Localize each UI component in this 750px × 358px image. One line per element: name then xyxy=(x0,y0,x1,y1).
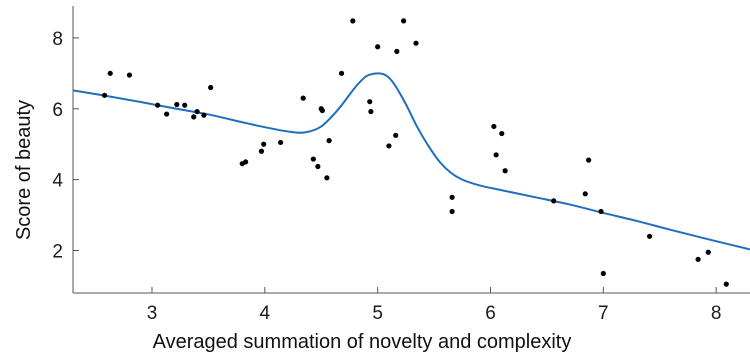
data-point xyxy=(491,123,497,130)
data-point xyxy=(401,18,407,24)
data-point xyxy=(201,112,207,118)
data-point xyxy=(493,152,499,158)
fit-curve-layer xyxy=(72,72,750,251)
data-point xyxy=(368,108,374,115)
data-point xyxy=(278,139,284,146)
x-tick-label: 8 xyxy=(711,303,722,324)
data-point xyxy=(174,101,180,108)
data-point xyxy=(598,208,604,215)
y-tick-label: 6 xyxy=(52,100,63,121)
x-tick-label: 3 xyxy=(147,303,158,324)
data-point xyxy=(499,130,505,137)
data-point xyxy=(723,281,729,287)
data-point xyxy=(582,191,588,197)
data-point xyxy=(705,249,711,255)
data-point xyxy=(551,198,557,204)
data-point xyxy=(182,102,188,108)
data-point xyxy=(300,95,306,101)
data-point xyxy=(600,270,606,277)
y-tick-label: 2 xyxy=(52,241,63,262)
data-point xyxy=(243,159,249,165)
data-point xyxy=(319,107,325,114)
data-point xyxy=(191,114,197,120)
tick-labels-layer: 3 4 5 6 7 8 2 4 6 8 xyxy=(52,29,721,324)
data-point xyxy=(394,48,400,54)
data-point xyxy=(646,233,653,239)
x-tick-label: 7 xyxy=(598,303,609,324)
x-tick-label: 6 xyxy=(485,303,496,324)
data-point xyxy=(449,194,455,200)
data-point xyxy=(375,44,381,50)
data-point xyxy=(393,132,399,138)
tick-marks-layer xyxy=(73,37,717,293)
data-point xyxy=(367,99,373,105)
plot-frame xyxy=(72,6,750,294)
fit-curve xyxy=(72,72,750,251)
data-point xyxy=(101,92,108,98)
data-point xyxy=(126,72,133,78)
data-point xyxy=(326,138,332,144)
data-point xyxy=(586,157,592,163)
data-point xyxy=(261,141,267,147)
data-points-layer xyxy=(101,18,729,287)
data-point xyxy=(338,70,345,76)
data-point xyxy=(155,102,161,108)
data-point xyxy=(164,111,170,117)
data-point xyxy=(695,256,701,262)
data-point xyxy=(502,168,508,174)
data-point xyxy=(310,156,316,162)
data-point xyxy=(350,18,356,24)
y-tick-label: 4 xyxy=(52,171,63,192)
data-point xyxy=(449,208,455,215)
x-tick-label: 5 xyxy=(372,303,383,324)
x-tick-label: 4 xyxy=(260,303,271,324)
data-point xyxy=(208,84,214,91)
data-point xyxy=(258,148,265,154)
data-point xyxy=(107,70,113,76)
y-axis-title: Score of beauty xyxy=(13,100,35,240)
x-axis-title: Averaged summation of novelty and comple… xyxy=(153,331,572,353)
y-tick-label: 8 xyxy=(52,29,63,50)
data-point xyxy=(413,40,419,46)
data-point xyxy=(194,108,200,115)
data-point xyxy=(386,143,392,149)
data-point xyxy=(324,175,330,181)
data-point xyxy=(315,163,321,170)
